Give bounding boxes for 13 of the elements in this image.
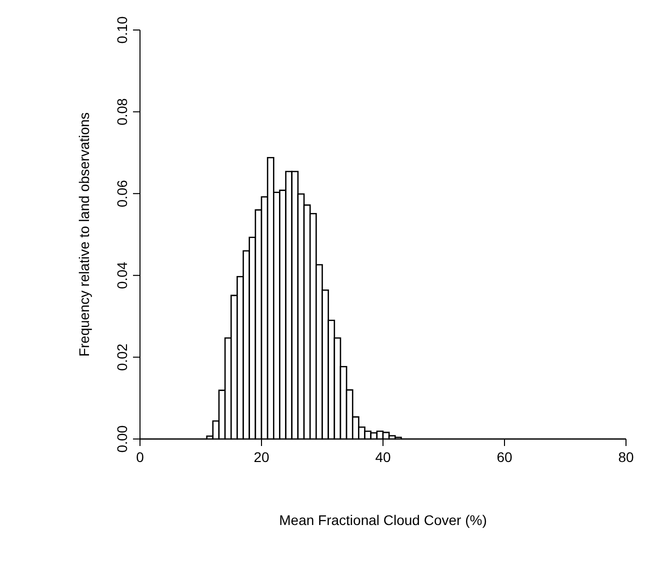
y-tick-label: 0.10 xyxy=(114,16,130,44)
y-tick-label: 0.06 xyxy=(114,180,130,208)
x-tick-label: 60 xyxy=(496,449,512,465)
x-tick-label: 20 xyxy=(254,449,270,465)
y-tick-label: 0.00 xyxy=(114,425,130,453)
y-tick-label: 0.08 xyxy=(114,98,130,126)
y-axis-title: Frequency relative to land observations xyxy=(76,112,92,357)
y-tick-label: 0.02 xyxy=(114,343,130,371)
x-tick-label: 80 xyxy=(618,449,634,465)
y-tick-label: 0.04 xyxy=(114,262,130,290)
x-axis-title: Mean Fractional Cloud Cover (%) xyxy=(279,512,487,528)
x-tick-label: 40 xyxy=(375,449,391,465)
x-tick-label: 0 xyxy=(136,449,144,465)
